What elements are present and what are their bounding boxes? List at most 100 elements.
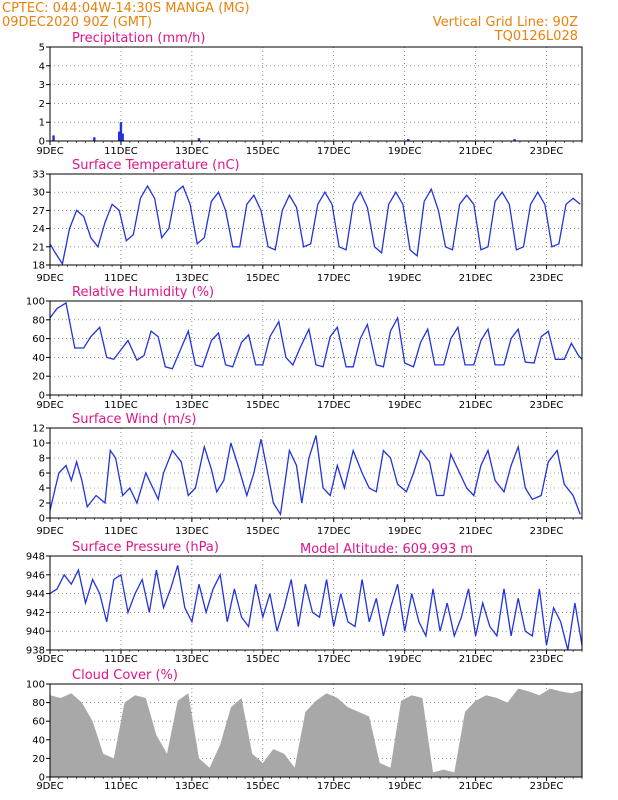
header-model-id: TQ0126L028 [494,29,578,44]
header-location: CPTEC: 044:04W-14:30S MANGA (MG) [2,1,250,16]
y-tick-label: 940 [26,627,45,638]
x-tick-label: 11DEC [104,146,138,157]
x-tick-label: 13DEC [175,273,209,284]
x-tick-label: 21DEC [459,654,493,665]
x-tick-label: 21DEC [459,400,493,411]
x-tick-label: 23DEC [530,526,564,537]
x-tick-label: 13DEC [175,146,209,157]
pressure-series-line [49,565,583,651]
x-tick-label: 13DEC [175,781,209,792]
y-tick-label: 27 [32,206,45,217]
x-tick-label: 15DEC [246,526,280,537]
header-grid-note: Vertical Grid Line: 90Z [433,15,578,30]
wind-title: Surface Wind (m/s) [72,412,196,427]
x-tick-label: 9DEC [36,526,63,537]
y-tick-label: 80 [32,698,45,709]
y-tick-label: 20 [32,372,45,383]
x-tick-label: 19DEC [388,146,422,157]
y-tick-label: 2 [39,499,45,510]
x-tick-label: 17DEC [317,781,351,792]
y-tick-label: 33 [32,170,45,181]
x-tick-label: 15DEC [246,273,280,284]
precipitation-bar [121,133,124,141]
precipitation-bar [513,139,516,141]
precipitation-bar [117,131,121,141]
y-tick-label: 2 [39,99,45,110]
y-tick-label: 0 [39,391,45,402]
cloud-cover-title: Cloud Cover (%) [72,668,178,683]
x-tick-label: 13DEC [175,526,209,537]
precipitation-title: Precipitation (mm/h) [72,31,205,46]
wind-panel: 0 2 4 6 8 10 12 9DEC 11DEC 13DEC 15DEC 17DEC 19DEC 21… [32,412,583,537]
y-tick-label: 6 [39,469,45,480]
wind-series-line [49,435,581,517]
y-tick-label: 3 [39,80,45,91]
x-tick-label: 15DEC [246,400,280,411]
y-tick-label: 60 [32,717,45,728]
temperature-title: Surface Temperature (nC) [72,158,240,173]
y-tick-label: 948 [26,552,45,563]
y-tick-label: 12 [32,424,45,435]
y-tick-label: 942 [26,608,45,619]
precipitation-bar [119,122,123,141]
x-tick-label: 21DEC [459,273,493,284]
x-tick-label: 15DEC [246,146,280,157]
humidity-title: Relative Humidity (%) [72,285,214,300]
header-datetime: 09DEC2020 90Z (GMT) [2,15,152,30]
x-tick-label: 23DEC [530,654,564,665]
x-tick-label: 23DEC [530,273,564,284]
x-tick-label: 9DEC [36,781,63,792]
y-tick-label: 1 [39,118,45,129]
x-tick-label: 17DEC [317,654,351,665]
y-tick-label: 0 [39,514,45,525]
x-tick-label: 17DEC [317,400,351,411]
x-tick-label: 15DEC [246,781,280,792]
precipitation-bar [93,137,96,141]
x-tick-label: 23DEC [530,400,564,411]
x-tick-label: 9DEC [36,400,63,411]
x-tick-label: 13DEC [175,400,209,411]
precipitation-bar [52,135,55,141]
cloud-cover-area [50,688,582,777]
x-tick-label: 15DEC [246,654,280,665]
plot-frame [49,173,583,266]
y-tick-label: 21 [32,242,45,253]
y-tick-label: 20 [32,754,45,765]
humidity-panel: 0 20 40 60 80 100 9DEC 11DEC 13DEC 15DEC 17DEC 19DE… [26,285,583,411]
y-tick-label: 946 [26,570,45,581]
x-tick-label: 19DEC [388,654,422,665]
x-tick-label: 13DEC [175,654,209,665]
y-tick-label: 100 [26,680,45,691]
pressure-title: Surface Pressure (hPa) [72,540,219,555]
precipitation-bar [407,139,410,141]
model-altitude-label: Model Altitude: 609.993 m [300,542,473,557]
cloud-cover-panel: 0 20 40 60 80 100 9DEC 11DEC 13DEC 15DEC 17DEC 19DE… [26,668,583,792]
y-tick-label: 24 [32,224,45,235]
x-tick-label: 17DEC [317,526,351,537]
x-tick-label: 9DEC [36,146,63,157]
x-tick-label: 19DEC [388,273,422,284]
x-tick-label: 23DEC [530,146,564,157]
x-tick-label: 21DEC [459,146,493,157]
x-tick-label: 11DEC [104,400,138,411]
plot-frame [49,300,583,396]
y-tick-label: 18 [32,261,45,272]
y-tick-label: 5 [39,43,45,54]
y-tick-label: 60 [32,334,45,345]
y-tick-label: 4 [39,484,45,495]
x-tick-label: 17DEC [317,146,351,157]
y-tick-label: 938 [26,646,45,657]
plot-frame [49,46,583,142]
x-tick-label: 11DEC [104,781,138,792]
temperature-series-line [49,184,581,266]
x-tick-label: 19DEC [388,526,422,537]
y-tick-label: 100 [26,297,45,308]
y-tick-label: 80 [32,315,45,326]
humidity-series-line [49,301,583,370]
x-tick-label: 9DEC [36,654,63,665]
x-tick-label: 21DEC [459,781,493,792]
y-tick-label: 40 [32,735,45,746]
x-tick-label: 21DEC [459,526,493,537]
x-tick-label: 19DEC [388,781,422,792]
